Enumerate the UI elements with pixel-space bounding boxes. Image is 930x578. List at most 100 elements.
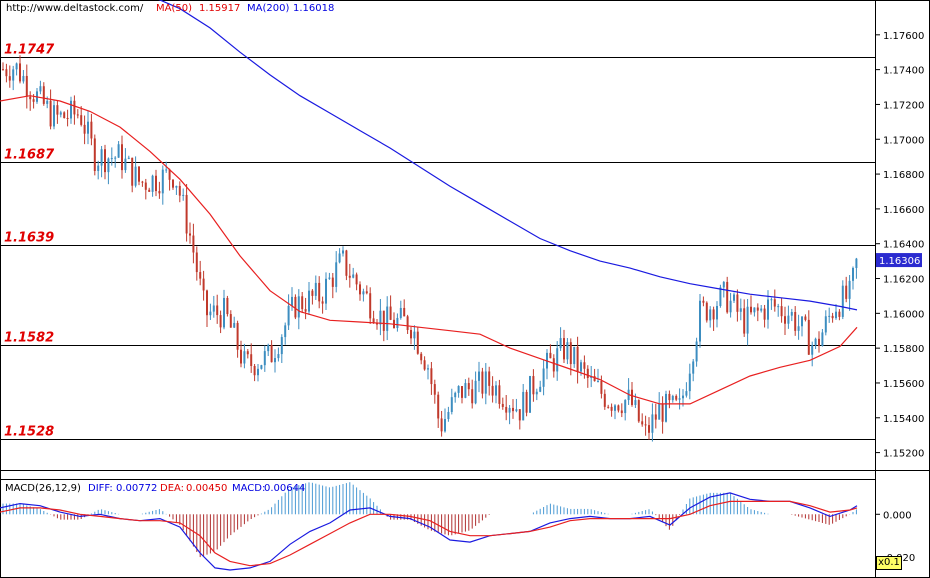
candle-body [284, 325, 287, 338]
candle-body [161, 169, 164, 194]
candle-body [189, 233, 191, 236]
price-axis-tick-label: 1.16000 [883, 309, 924, 320]
candle-body [359, 284, 361, 295]
candle-body [444, 419, 446, 432]
candle-body [260, 365, 263, 369]
candle-body [590, 376, 593, 378]
candle-body [325, 278, 327, 304]
candle-body [583, 362, 586, 369]
candle-body [389, 306, 392, 320]
candle-body [682, 395, 684, 399]
macd-value-label: MACD: [232, 483, 266, 494]
candle-body [580, 362, 582, 372]
candle-body [532, 376, 535, 395]
candle-body [692, 361, 695, 374]
level-label: 1.1687 [4, 148, 55, 163]
candle-body [114, 157, 117, 159]
candle-body [518, 409, 521, 421]
candle-body [508, 407, 511, 413]
candle-body [195, 252, 198, 273]
candle-body [151, 175, 154, 192]
candle-body [53, 105, 55, 127]
candle-body [270, 344, 273, 363]
candle-body [104, 149, 106, 173]
candle-body [756, 307, 759, 311]
diff-value: 0.00772 [116, 483, 158, 494]
candle-body [539, 386, 542, 392]
candle-body [386, 306, 389, 331]
candle-body [600, 380, 603, 394]
candle-body [423, 360, 426, 370]
candle-body [566, 342, 569, 360]
candle-body [471, 389, 474, 404]
candle-body [495, 385, 497, 396]
zoom-multiplier-badge[interactable]: x0.1 [876, 556, 902, 570]
candle-body [736, 294, 739, 312]
candle-body [413, 331, 416, 339]
source-url[interactable]: http://www.deltastock.com/ [6, 3, 144, 14]
candle-body [855, 258, 858, 268]
candle-body [19, 63, 21, 82]
macd-axis-tick-label: 0.000 [883, 510, 912, 521]
candle-body [784, 316, 786, 324]
candle-body [219, 315, 222, 328]
candle-body [178, 185, 181, 196]
candle-body [243, 351, 246, 364]
candle-body [620, 410, 623, 414]
price-axis-tick-label: 1.17400 [883, 66, 924, 77]
price-axis-tick-label: 1.16200 [883, 275, 924, 286]
candle-body [688, 373, 691, 392]
candle-body [712, 309, 715, 320]
candle-body [348, 275, 351, 278]
candle-body [634, 400, 637, 405]
candle-body [709, 309, 712, 321]
candle-body [467, 383, 470, 390]
ma200-value: 1.16018 [293, 3, 335, 14]
price-axis-tick-label: 1.15200 [883, 449, 924, 460]
price-axis-tick-label: 1.15800 [883, 344, 924, 355]
candle-body [90, 121, 93, 139]
candle-body [110, 158, 113, 160]
candle-body [355, 274, 358, 285]
diff-label: DIFF: [88, 483, 113, 494]
candle-body [216, 305, 219, 316]
candle-body [365, 291, 368, 294]
candle-body [699, 300, 701, 342]
candle-body [372, 318, 375, 323]
candle-body [801, 316, 803, 327]
candle-body [138, 166, 140, 182]
candle-body [277, 354, 280, 359]
candle-body [226, 297, 229, 315]
candle-body [406, 316, 409, 331]
candle-body [433, 384, 436, 395]
candle-body [250, 354, 253, 366]
candle-body [716, 305, 718, 320]
candle-body [767, 299, 769, 320]
candle-body [512, 407, 514, 412]
candle-body [420, 353, 423, 361]
candle-body [369, 293, 372, 319]
candle-body [93, 138, 96, 171]
candle-body [46, 100, 49, 104]
candle-body [722, 281, 725, 288]
last-price-box [876, 253, 922, 268]
candle-body [549, 352, 552, 359]
candle-body [501, 403, 504, 407]
candle-body [192, 235, 195, 253]
candle-body [352, 274, 355, 278]
candle-body [117, 144, 120, 158]
candle-body [32, 99, 35, 102]
candle-body [746, 306, 749, 334]
candle-body [321, 301, 324, 304]
candle-body [644, 424, 647, 426]
candle-body [797, 326, 800, 331]
candle-body [804, 316, 807, 320]
last-price-label: 1.16306 [879, 256, 920, 267]
candle-body [678, 398, 681, 400]
candle-body [29, 96, 32, 100]
candle-body [280, 337, 283, 355]
candle-body [382, 310, 385, 331]
candle-body [240, 349, 242, 364]
candle-body [59, 112, 62, 115]
candle-body [257, 368, 259, 376]
